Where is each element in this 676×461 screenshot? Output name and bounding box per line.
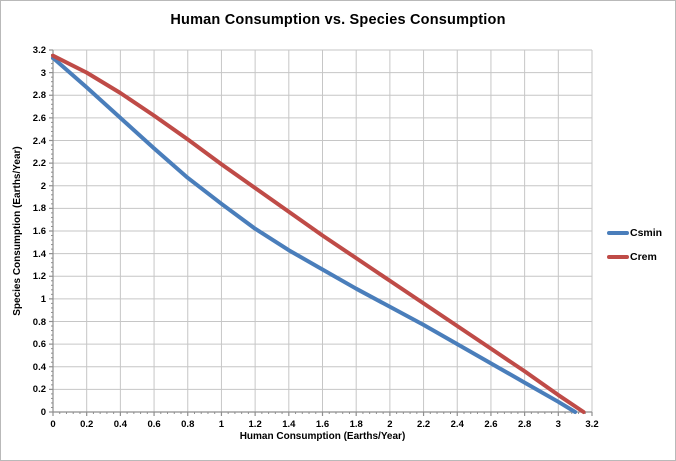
legend-item-crem[interactable]: Crem	[607, 250, 662, 263]
x-tick-label: 0.8	[181, 419, 195, 430]
x-tick-label: 0.4	[113, 419, 127, 430]
y-tick-label: 0.4	[32, 361, 46, 373]
legend-label: Crem	[630, 250, 657, 263]
y-tick-label: 0.8	[32, 316, 46, 328]
x-axis-title: Human Consumption (Earths/Year)	[239, 431, 406, 442]
x-tick-label: 0.2	[80, 419, 94, 430]
series-line-crem[interactable]	[51, 53, 586, 414]
y-tick-label: 0	[40, 407, 46, 418]
y-tick-label: 3	[40, 67, 46, 79]
x-tick-label: 2.6	[484, 419, 498, 430]
y-tick-label: 0.2	[32, 384, 46, 396]
y-tick-label: 1.4	[32, 248, 46, 260]
x-tick-label: 2	[387, 419, 393, 430]
legend-label: Csmin	[630, 226, 663, 239]
y-tick-label: 2.4	[32, 135, 46, 147]
chart-title: Human Consumption vs. Species Consumptio…	[170, 12, 506, 28]
x-tick-label: 2.4	[450, 419, 464, 430]
y-tick-label: 0.6	[32, 339, 46, 351]
x-tick-label: 0	[50, 419, 56, 430]
x-tick-label: 2.2	[416, 419, 431, 430]
x-tick-label: 1.2	[248, 419, 262, 430]
y-tick-label: 2.8	[32, 90, 46, 102]
y-tick-label: 1.8	[32, 203, 46, 215]
legend-line-sample	[607, 230, 629, 235]
y-tick-label: 2.6	[32, 112, 46, 124]
legend-item-csmin[interactable]: Csmin	[607, 226, 662, 239]
x-tick-label: 1.6	[315, 419, 330, 430]
y-tick-label: 2.2	[32, 158, 46, 170]
y-tick-label: 1.2	[32, 271, 46, 283]
x-tick-label: 2.8	[518, 419, 532, 430]
x-tick-label: 3	[555, 419, 561, 430]
legend: Csmin Crem	[607, 226, 662, 263]
y-tick-label: 1.6	[32, 226, 46, 237]
y-tick-label: 2	[40, 180, 46, 192]
x-tick-label: 1	[218, 419, 225, 430]
x-tick-label: 1.4	[282, 419, 296, 430]
x-tick-label: 0.6	[147, 419, 161, 430]
legend-line-sample	[607, 254, 629, 259]
y-tick-label: 1	[40, 293, 46, 305]
x-tick-label: 1.8	[349, 419, 363, 430]
y-tick-label: 3.2	[32, 45, 46, 56]
series-line-csmin[interactable]	[51, 55, 578, 414]
x-tick-label: 3.2	[585, 419, 599, 430]
